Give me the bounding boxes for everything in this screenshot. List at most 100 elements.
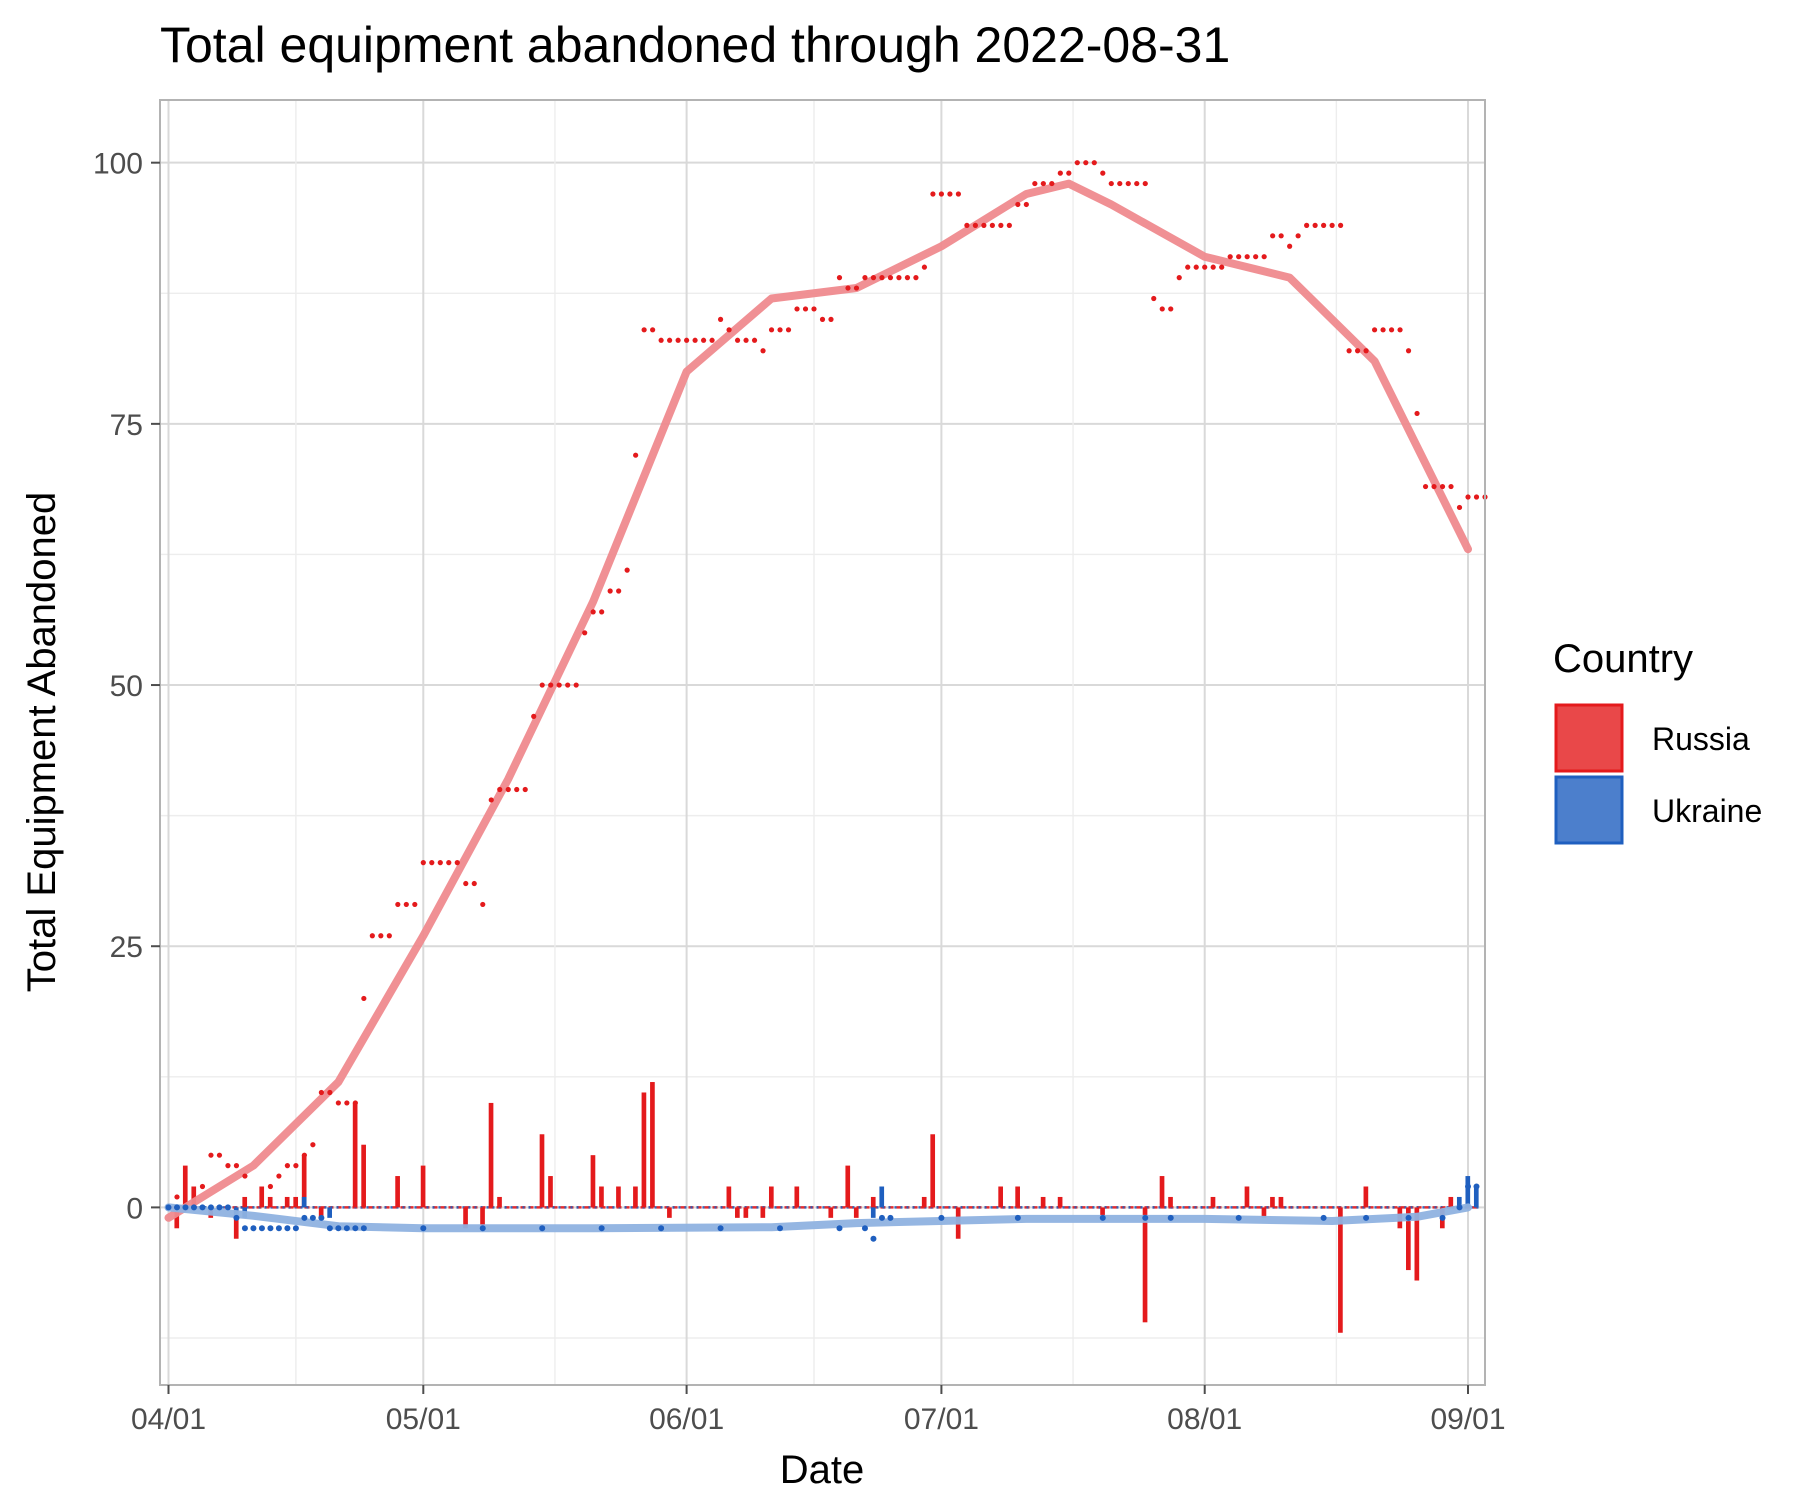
point-russia — [1371, 327, 1378, 333]
y-tick-label: 50 — [110, 670, 143, 703]
bar-russia — [1244, 1186, 1250, 1208]
bar-russia — [1414, 1207, 1420, 1281]
point-russia — [717, 316, 724, 322]
point-russia — [845, 285, 851, 291]
point-russia — [1227, 254, 1233, 260]
x-tick-label: 05/01 — [386, 1403, 461, 1436]
point-russia — [913, 275, 919, 281]
point-russia — [802, 306, 809, 312]
legend-key-russia — [1554, 703, 1624, 773]
point-ukraine — [479, 1225, 486, 1232]
bar-ukraine — [879, 1186, 885, 1208]
point-russia — [548, 682, 554, 688]
bar-ukraine — [1456, 1196, 1462, 1208]
point-russia — [879, 275, 885, 281]
point-ukraine — [1142, 1214, 1149, 1221]
axis-ticks: 04/01 05/01 06/01 07/01 08/01 09/01 0 25 50 75 100 — [93, 148, 1506, 1436]
bar-russia — [599, 1186, 604, 1208]
point-russia — [726, 327, 732, 333]
point-russia — [1117, 180, 1123, 187]
point-russia — [293, 1163, 299, 1169]
point-ukraine — [1014, 1214, 1021, 1221]
point-russia — [1202, 264, 1208, 270]
point-russia — [1108, 180, 1114, 187]
point-russia — [480, 901, 486, 908]
bar-russia — [1338, 1207, 1343, 1333]
point-russia — [1159, 306, 1165, 312]
point-russia — [667, 337, 673, 343]
point-ukraine — [870, 1235, 877, 1242]
point-ukraine — [343, 1225, 350, 1232]
point-russia — [930, 191, 936, 197]
bar-ukraine — [327, 1207, 332, 1218]
point-russia — [641, 327, 647, 333]
point-russia — [1083, 160, 1089, 166]
bar-russia — [1278, 1196, 1284, 1208]
point-ukraine — [887, 1214, 894, 1221]
point-russia — [1185, 264, 1191, 270]
bar-russia — [182, 1165, 188, 1208]
point-russia — [284, 1163, 291, 1169]
point-russia — [208, 1152, 214, 1158]
point-ukraine — [284, 1225, 291, 1232]
bar-russia — [870, 1196, 876, 1208]
point-russia — [276, 1173, 282, 1179]
point-russia — [1142, 180, 1148, 187]
legend-title: Country — [1553, 637, 1693, 681]
point-russia — [1287, 243, 1293, 249]
point-russia — [709, 337, 715, 343]
bar-russia — [768, 1186, 774, 1208]
point-russia — [352, 1100, 358, 1106]
bar-russia — [667, 1207, 672, 1218]
y-tick-label: 75 — [110, 409, 143, 442]
point-ukraine — [309, 1214, 316, 1221]
point-ukraine — [352, 1225, 359, 1232]
point-russia — [590, 609, 596, 615]
point-russia — [1057, 170, 1063, 176]
point-russia — [599, 609, 605, 615]
y-axis-title: Total Equipment Abandoned — [20, 492, 64, 992]
point-ukraine — [233, 1214, 240, 1221]
point-ukraine — [301, 1214, 308, 1221]
point-russia — [1176, 275, 1182, 281]
point-russia — [1414, 410, 1420, 417]
y-tick-label: 25 — [110, 931, 143, 964]
point-russia — [692, 337, 698, 343]
point-ukraine — [1473, 1183, 1480, 1190]
bar-russia — [301, 1155, 307, 1208]
point-russia — [981, 222, 987, 228]
point-ukraine — [539, 1225, 546, 1232]
point-russia — [1134, 180, 1140, 187]
point-russia — [1040, 180, 1046, 187]
point-russia — [938, 191, 945, 197]
bar-russia — [590, 1155, 596, 1208]
bar-russia — [828, 1207, 834, 1218]
point-ukraine — [658, 1225, 665, 1232]
point-russia — [675, 337, 681, 343]
point-russia — [751, 337, 758, 343]
point-russia — [1210, 264, 1216, 270]
x-tick-label: 09/01 — [1430, 1403, 1505, 1436]
point-russia — [887, 275, 894, 281]
point-russia — [267, 1183, 274, 1190]
point-russia — [1015, 201, 1021, 208]
point-russia — [1354, 348, 1361, 354]
point-russia — [1363, 348, 1369, 354]
point-ukraine — [717, 1225, 724, 1232]
legend-label-russia: Russia — [1652, 721, 1750, 757]
bar-russia — [1142, 1207, 1148, 1323]
bar-russia — [998, 1186, 1003, 1208]
point-russia — [760, 348, 766, 354]
point-russia — [1388, 327, 1395, 333]
point-ukraine — [335, 1225, 342, 1232]
point-russia — [463, 880, 469, 887]
bar-russia — [352, 1102, 358, 1208]
point-ukraine — [250, 1225, 257, 1232]
point-russia — [454, 860, 460, 866]
bar-russia — [242, 1196, 248, 1208]
point-russia — [1422, 483, 1429, 490]
point-ukraine — [938, 1214, 945, 1221]
bar-russia — [497, 1196, 502, 1208]
point-russia — [768, 327, 775, 333]
x-tick-label: 07/01 — [904, 1403, 979, 1436]
